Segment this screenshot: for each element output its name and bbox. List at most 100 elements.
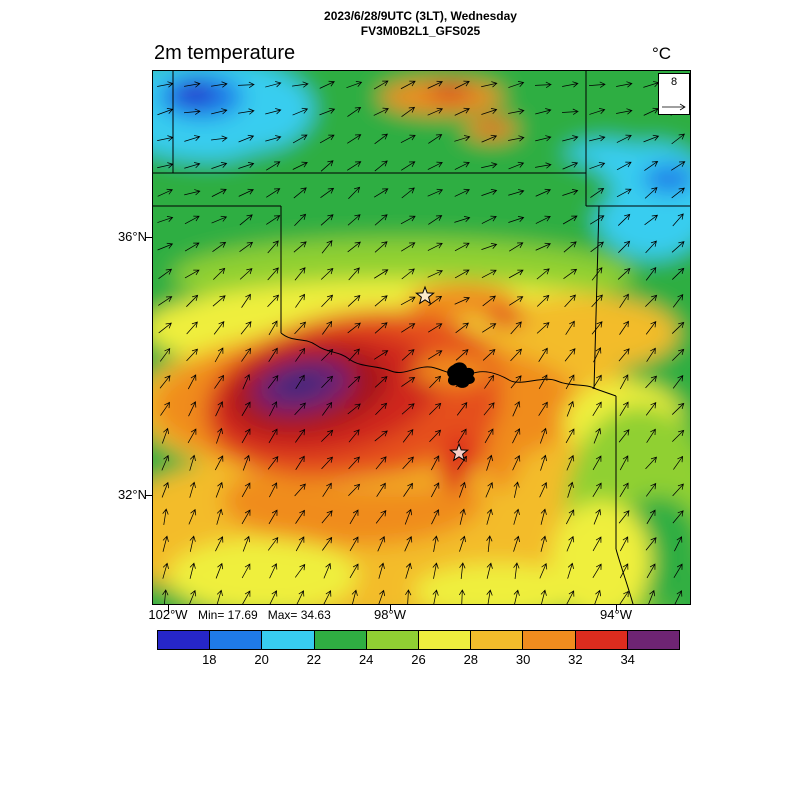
wind-arrow-icon — [508, 81, 525, 88]
wind-arrow-icon — [292, 134, 308, 144]
wind-arrow-icon — [403, 482, 413, 497]
wind-arrow-icon — [348, 456, 360, 470]
wind-arrow-icon — [481, 269, 497, 279]
wind-arrow-icon — [211, 81, 228, 88]
wind-arrow-icon — [239, 268, 253, 280]
wind-arrow-icon — [348, 186, 361, 199]
wind-arrow-icon — [482, 295, 496, 307]
wind-arrow-icon — [589, 161, 606, 170]
wind-arrow-icon — [591, 294, 603, 308]
colorbar-tick-label: 30 — [515, 652, 531, 667]
wind-arrow-icon — [427, 161, 443, 170]
wind-arrow-icon — [540, 589, 547, 604]
colorbar-segment — [262, 631, 315, 649]
wind-arrow-icon — [212, 295, 226, 307]
wind-arrow-icon — [619, 293, 629, 308]
wind-arrow-icon — [593, 347, 602, 363]
colorbar-tick-label: 28 — [463, 652, 479, 667]
wind-arrow-icon — [563, 241, 577, 253]
wind-arrow-icon — [265, 135, 282, 142]
axis-tick — [145, 237, 152, 238]
wind-arrow-icon — [401, 161, 416, 171]
wind-arrow-icon — [427, 242, 443, 251]
axis-tick — [390, 604, 391, 611]
wind-arrow-icon — [645, 375, 658, 389]
colorbar-tick-label: 22 — [306, 652, 322, 667]
wind-arrow-icon — [646, 347, 656, 362]
wind-arrow-icon — [405, 589, 412, 604]
colorbar-tick-label: 34 — [620, 652, 635, 667]
wind-arrow-icon — [645, 320, 657, 335]
wind-arrow-icon — [565, 374, 575, 390]
wind-arrow-icon — [592, 455, 602, 471]
wind-arrow-icon — [454, 188, 470, 197]
wind-arrow-icon — [566, 400, 575, 417]
colorbar-segment — [366, 631, 420, 649]
wind-arrow-icon — [428, 215, 443, 225]
wind-arrow-icon — [269, 401, 278, 417]
wind-arrow-icon — [400, 80, 416, 90]
lat-tick-label-36n: 36°N — [117, 229, 147, 244]
wind-arrow-icon — [322, 320, 333, 335]
wind-arrow-icon — [323, 590, 332, 604]
wind-arrow-icon — [242, 373, 251, 390]
wind-arrow-icon — [322, 482, 332, 497]
wind-arrow-icon — [562, 135, 579, 142]
wind-arrow-icon — [536, 294, 550, 307]
wind-arrow-icon — [401, 106, 416, 118]
wind-arrow-icon — [646, 428, 656, 443]
wind-arrow-icon — [294, 483, 306, 497]
wind-arrow-icon — [375, 456, 387, 470]
wind-arrow-icon — [430, 455, 440, 471]
wind-arrow-icon — [592, 374, 602, 389]
wind-arrow-icon — [535, 108, 552, 115]
wind-arrow-icon — [373, 80, 389, 90]
wind-arrow-icon — [591, 267, 603, 281]
wind-arrow-icon — [292, 107, 309, 116]
wind-arrow-icon — [564, 348, 576, 362]
wind-arrow-icon — [320, 160, 334, 172]
wind-arrow-icon — [375, 510, 387, 524]
wind-arrow-icon — [671, 402, 685, 415]
wind-arrow-icon — [184, 215, 200, 225]
wind-arrow-icon — [401, 242, 416, 252]
wind-arrow-icon — [508, 108, 525, 115]
wind-arrow-icon — [295, 428, 306, 443]
axis-tick — [168, 604, 169, 611]
wind-arrow-icon — [481, 215, 497, 224]
wind-arrow-icon — [184, 242, 200, 252]
wind-arrow-icon — [294, 267, 306, 281]
colorbar-segment — [158, 631, 211, 649]
wind-arrow-icon — [565, 320, 575, 335]
wind-arrow-icon — [295, 293, 306, 308]
wind-arrow-icon — [349, 536, 359, 552]
wind-arrow-icon — [158, 268, 173, 280]
wind-arrow-icon — [188, 589, 197, 604]
wind-arrow-icon — [373, 188, 389, 198]
wind-arrow-icon — [536, 268, 550, 280]
wind-arrow-icon — [400, 215, 416, 225]
wind-arrow-icon — [211, 215, 228, 224]
x-axis-row: 102°W Min= 17.69 Max= 34.63 98°W 94°W — [0, 607, 800, 623]
wind-arrow-icon — [401, 377, 416, 387]
wind-arrow-icon — [320, 267, 334, 280]
wind-arrow-icon — [539, 427, 548, 444]
wind-arrow-icon — [646, 509, 656, 525]
wind-arrow-icon — [292, 161, 308, 170]
wind-arrow-icon — [671, 161, 686, 171]
wind-arrow-icon — [346, 80, 363, 89]
wind-arrow-icon — [539, 562, 548, 579]
wind-arrow-icon — [265, 108, 282, 115]
wind-arrow-icon — [481, 188, 498, 197]
wind-arrow-icon — [238, 134, 255, 143]
wind-arrow-icon — [347, 214, 361, 226]
border-line — [593, 205, 600, 390]
wind-arrow-icon — [429, 402, 442, 415]
wind-arrow-icon — [214, 347, 224, 363]
wind-arrow-icon — [565, 428, 575, 444]
wind-arrow-icon — [374, 269, 389, 279]
wind-arrow-icon — [215, 481, 224, 498]
wind-arrow-icon — [321, 456, 333, 470]
wind-arrow-icon — [540, 508, 547, 525]
wind-arrow-icon — [454, 269, 470, 279]
